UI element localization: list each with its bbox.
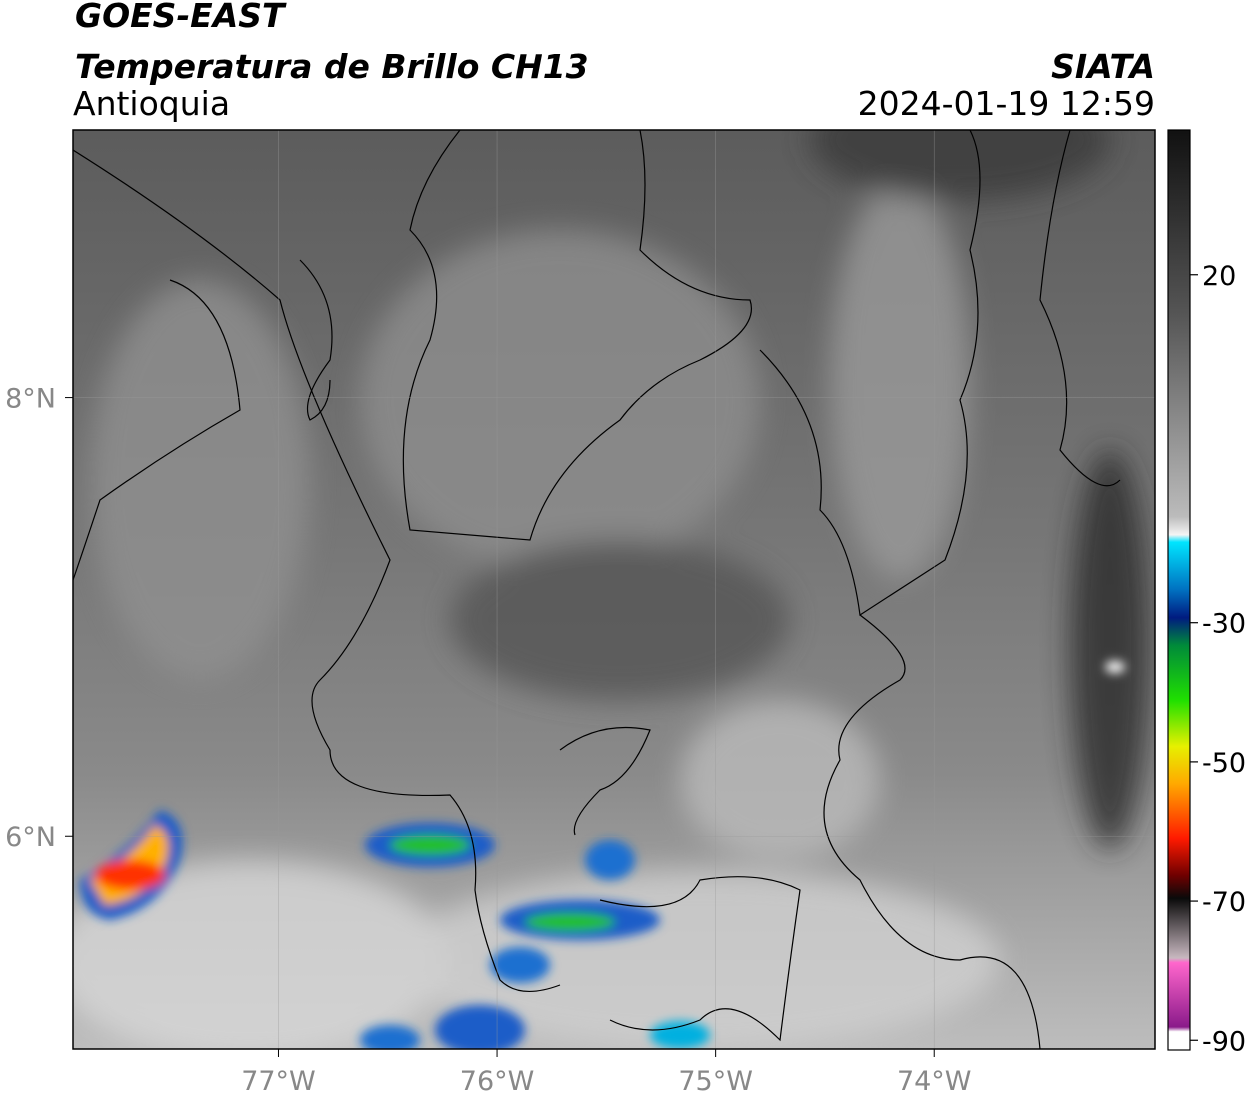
region: Antioquia: [73, 84, 230, 123]
lat-tick-label: 6°N: [5, 822, 56, 853]
satellite-image: [73, 130, 1155, 1049]
title: GOES-EAST: [75, 0, 287, 35]
datetime: 2024-01-19 12:59: [858, 84, 1155, 123]
colorbar-tick-label: -50: [1202, 748, 1246, 779]
source: SIATA: [1051, 47, 1155, 86]
lat-tick-label: 8°N: [5, 384, 56, 415]
lon-tick-label: 77°W: [241, 1066, 316, 1097]
map-frame: [72, 129, 1156, 1050]
lon-tick-label: 75°W: [678, 1066, 753, 1097]
colorbar-tick-label: -90: [1202, 1026, 1246, 1057]
subtitle: Temperatura de Brillo CH13: [75, 47, 589, 86]
colorbar-tick-label: 20: [1202, 261, 1236, 292]
lon-tick-label: 76°W: [460, 1066, 535, 1097]
graticule: [73, 130, 1155, 1049]
lon-tick-label: 74°W: [897, 1066, 972, 1097]
colorbar-tick-label: -30: [1202, 609, 1246, 640]
colorbar-tick-label: -70: [1202, 887, 1246, 918]
colorbar: [1167, 129, 1191, 1051]
